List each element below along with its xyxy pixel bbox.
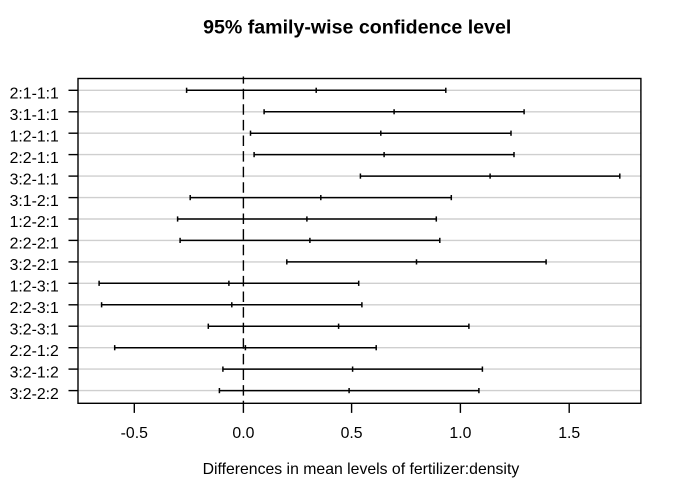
svg-text:2:2-1:2: 2:2-1:2 — [10, 343, 59, 360]
svg-text:3:2-1:2: 3:2-1:2 — [10, 364, 59, 381]
svg-text:Differences in mean levels of: Differences in mean levels of fertilizer… — [203, 461, 520, 478]
svg-text:3:2-1:1: 3:2-1:1 — [10, 171, 59, 188]
svg-text:1.0: 1.0 — [449, 425, 471, 442]
svg-text:1:2-1:1: 1:2-1:1 — [10, 128, 59, 145]
svg-text:1:2-2:1: 1:2-2:1 — [10, 214, 59, 231]
svg-text:3:2-3:1: 3:2-3:1 — [10, 321, 59, 338]
svg-text:0.5: 0.5 — [341, 425, 363, 442]
svg-text:-0.5: -0.5 — [121, 425, 148, 442]
svg-text:3:2-2:1: 3:2-2:1 — [10, 257, 59, 274]
svg-text:2:1-1:1: 2:1-1:1 — [10, 86, 59, 103]
svg-text:3:2-2:2: 3:2-2:2 — [10, 386, 59, 403]
svg-text:2:2-1:1: 2:2-1:1 — [10, 150, 59, 167]
svg-text:1:2-3:1: 1:2-3:1 — [10, 279, 59, 296]
svg-text:3:1-1:1: 3:1-1:1 — [10, 107, 59, 124]
svg-text:2:2-2:1: 2:2-2:1 — [10, 236, 59, 253]
svg-text:2:2-3:1: 2:2-3:1 — [10, 300, 59, 317]
svg-text:3:1-2:1: 3:1-2:1 — [10, 193, 59, 210]
svg-text:1.5: 1.5 — [558, 425, 580, 442]
svg-text:95% family-wise confidence lev: 95% family-wise confidence level — [203, 17, 511, 39]
svg-text:0.0: 0.0 — [232, 425, 254, 442]
